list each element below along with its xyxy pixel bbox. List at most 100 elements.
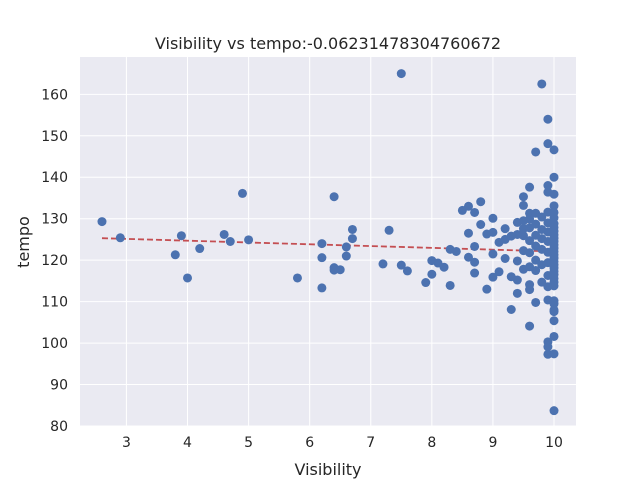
data-point — [183, 273, 193, 283]
y-tick-label: 80 — [50, 419, 68, 435]
grid-lines — [80, 57, 576, 427]
trend-layer — [101, 237, 555, 253]
x-tick-label: 8 — [427, 435, 436, 451]
data-point — [512, 288, 522, 298]
data-point — [525, 321, 535, 331]
data-point — [470, 207, 480, 217]
data-points — [97, 69, 559, 416]
y-tick-label: 150 — [41, 129, 68, 145]
data-point — [525, 285, 535, 295]
data-point — [384, 225, 394, 235]
data-point — [518, 231, 528, 241]
data-point — [549, 281, 559, 291]
data-point — [531, 219, 541, 229]
y-axis-label: tempo — [14, 216, 33, 268]
data-point — [476, 197, 486, 207]
data-point — [463, 252, 473, 262]
trend-line — [101, 237, 555, 253]
data-point — [549, 316, 559, 326]
data-point — [439, 262, 449, 272]
data-point — [518, 200, 528, 210]
data-point — [512, 256, 522, 266]
data-point — [402, 266, 412, 276]
data-point — [549, 299, 559, 309]
data-point — [317, 253, 327, 263]
data-point — [531, 266, 541, 276]
data-point — [549, 307, 559, 317]
y-tick-labels: 80 90 100 110 120 130 140 150 160 — [41, 87, 68, 435]
data-point — [470, 241, 480, 251]
data-point — [463, 228, 473, 238]
data-point — [525, 214, 535, 224]
data-point — [482, 284, 492, 294]
y-tick-label: 110 — [41, 295, 68, 311]
data-point — [317, 283, 327, 293]
data-point — [488, 213, 498, 223]
data-point — [335, 265, 345, 275]
data-point — [244, 235, 254, 245]
y-tick-label: 100 — [41, 336, 68, 352]
data-point — [525, 236, 535, 246]
data-point — [470, 268, 480, 278]
data-point — [531, 297, 541, 307]
data-point — [537, 212, 547, 222]
data-point — [488, 249, 498, 259]
x-tick-label: 6 — [305, 435, 314, 451]
data-point — [292, 273, 302, 283]
data-point — [421, 278, 431, 288]
data-point — [170, 250, 180, 260]
data-point — [549, 331, 559, 341]
y-tick-label: 120 — [41, 253, 68, 269]
data-point — [543, 139, 553, 149]
x-tick-label: 7 — [366, 435, 375, 451]
data-point — [525, 182, 535, 192]
x-tick-label: 9 — [488, 435, 497, 451]
data-point — [115, 233, 125, 243]
data-point — [396, 69, 406, 79]
x-tick-label: 4 — [183, 435, 192, 451]
data-point — [488, 272, 498, 282]
data-point — [341, 251, 351, 261]
data-point — [518, 192, 528, 202]
x-tick-label: 5 — [244, 435, 253, 451]
data-point — [219, 229, 229, 239]
data-point — [476, 220, 486, 230]
data-point — [512, 275, 522, 285]
data-point — [543, 342, 553, 352]
data-point — [451, 246, 461, 256]
data-point — [396, 260, 406, 270]
data-point — [378, 259, 388, 269]
data-point — [543, 114, 553, 124]
data-point — [525, 248, 535, 258]
data-point — [537, 79, 547, 89]
data-point — [463, 201, 473, 211]
data-point — [329, 192, 339, 202]
data-point — [549, 201, 559, 211]
y-tick-label: 140 — [41, 170, 68, 186]
data-point — [347, 234, 357, 244]
x-axis-label: Visibility — [294, 460, 361, 479]
data-point — [549, 172, 559, 182]
x-tick-label: 3 — [122, 435, 131, 451]
data-point — [500, 224, 510, 234]
data-point — [549, 189, 559, 199]
data-point — [176, 231, 186, 241]
chart-title: Visibility vs tempo:-0.06231478304760672 — [155, 34, 501, 53]
x-tick-labels: 3 4 5 6 7 8 9 10 — [122, 435, 563, 451]
data-point — [531, 147, 541, 157]
data-point — [445, 280, 455, 290]
y-tick-label: 160 — [41, 87, 68, 103]
data-point — [97, 217, 107, 227]
data-point — [506, 304, 516, 314]
y-tick-label: 90 — [50, 378, 68, 394]
data-point — [549, 145, 559, 155]
data-point — [549, 406, 559, 416]
data-point — [549, 349, 559, 359]
data-point — [470, 257, 480, 267]
data-point — [427, 269, 437, 279]
data-point — [488, 227, 498, 237]
data-point — [225, 237, 235, 246]
data-point — [195, 244, 205, 254]
x-tick-label: 10 — [545, 435, 563, 451]
